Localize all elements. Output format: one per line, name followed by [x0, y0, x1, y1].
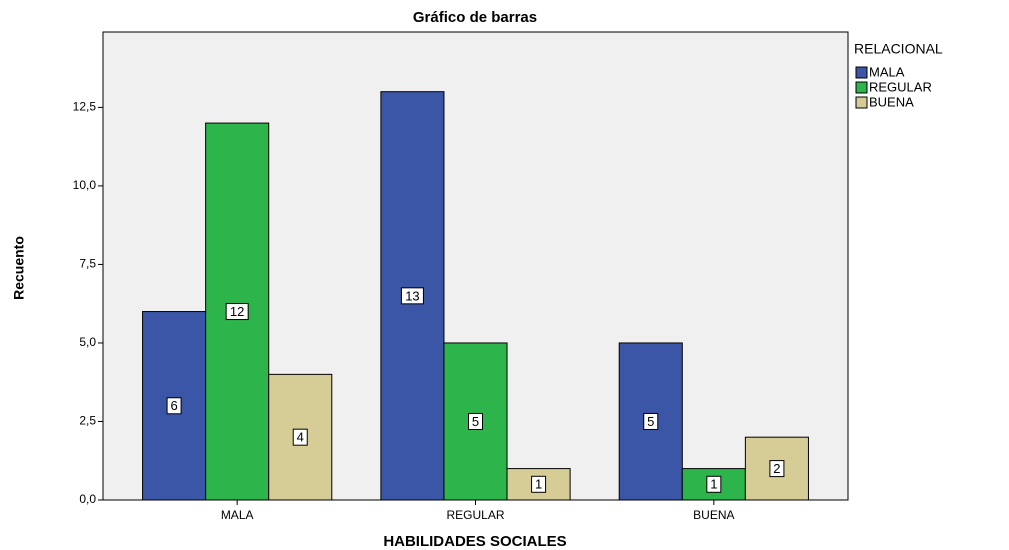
data-label-box — [225, 303, 249, 321]
y-tick-label: 7,5 — [79, 257, 96, 271]
data-label: 5 — [472, 414, 479, 429]
x-tick-label: REGULAR — [446, 508, 504, 522]
data-label: 1 — [535, 477, 542, 492]
y-tick-label: 12,5 — [73, 100, 97, 114]
x-axis-label: HABILIDADES SOCIALES — [383, 533, 566, 550]
legend-label: MALA — [869, 64, 905, 79]
data-label-box — [769, 460, 785, 478]
legend-swatch — [855, 81, 868, 94]
data-label: 4 — [297, 430, 304, 445]
legend-title: RELACIONAL — [854, 41, 943, 57]
data-label: 6 — [170, 398, 177, 413]
y-axis-label: Recuento — [11, 236, 27, 300]
data-label-box — [706, 475, 722, 493]
data-label: 5 — [647, 414, 654, 429]
data-label-box — [531, 475, 547, 493]
y-tick-label: 5,0 — [79, 335, 96, 349]
chart-title: Gráfico de barras — [413, 9, 537, 26]
data-label: 2 — [773, 461, 780, 476]
legend-swatch — [855, 96, 868, 109]
data-label-box — [643, 412, 659, 430]
legend-label: BUENA — [869, 94, 914, 109]
legend-swatch — [855, 66, 868, 79]
data-label-box — [400, 287, 424, 305]
data-label-box — [166, 397, 182, 415]
y-tick-label: 0,0 — [79, 492, 96, 506]
x-tick-label: BUENA — [693, 508, 734, 522]
x-tick-label: MALA — [221, 508, 254, 522]
data-label-box — [468, 412, 483, 430]
data-label-box — [292, 428, 308, 446]
legend-label: REGULAR — [869, 79, 932, 94]
data-label: 13 — [405, 288, 419, 303]
y-tick-label: 10,0 — [73, 178, 97, 192]
data-label: 1 — [710, 477, 717, 492]
y-tick-label: 2,5 — [79, 414, 96, 428]
data-label: 12 — [230, 304, 244, 319]
